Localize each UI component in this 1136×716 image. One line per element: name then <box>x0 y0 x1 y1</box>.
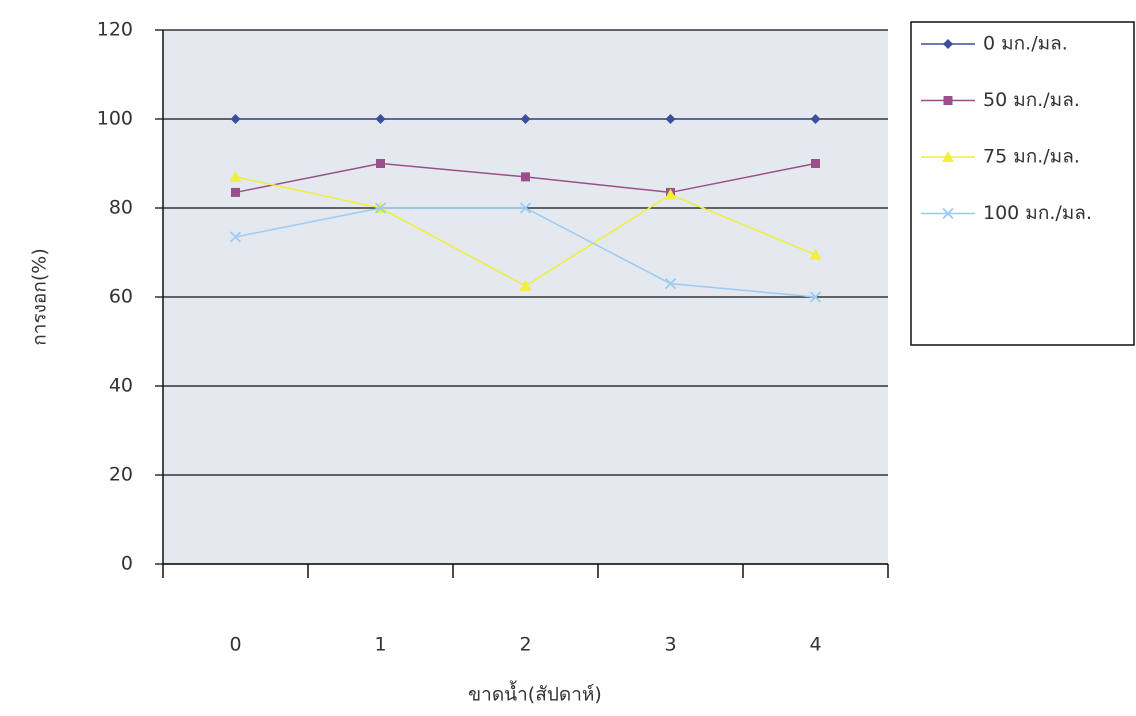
y-tick-label: 20 <box>109 464 133 486</box>
legend-label: 100 มก./มล. <box>983 202 1092 224</box>
x-tick-label: 3 <box>664 634 676 656</box>
y-tick-label: 60 <box>109 286 133 308</box>
data-point <box>665 114 676 124</box>
data-point <box>521 172 530 182</box>
data-point <box>374 202 387 214</box>
data-point <box>811 159 820 168</box>
legend-marker <box>943 39 953 49</box>
x-tick-label: 2 <box>519 634 531 656</box>
legend-marker <box>942 151 954 162</box>
data-point <box>230 114 241 124</box>
y-tick-label: 120 <box>97 19 133 41</box>
data-point <box>376 159 385 168</box>
x-tick-label: 1 <box>374 634 386 656</box>
data-point <box>519 202 532 214</box>
data-point <box>664 278 677 290</box>
legend-label: 75 มก./มล. <box>983 146 1080 168</box>
data-point <box>519 279 532 291</box>
legend-marker <box>943 96 953 105</box>
data-point <box>229 231 242 243</box>
data-point <box>664 188 677 200</box>
data-point <box>375 114 386 124</box>
legend-box <box>910 21 1135 346</box>
data-point <box>810 114 821 124</box>
data-point <box>229 170 242 182</box>
data-point <box>520 114 531 124</box>
x-tick-label: 4 <box>809 634 821 656</box>
x-tick-label: 0 <box>229 634 241 656</box>
legend-label: 50 มก./มล. <box>983 89 1080 111</box>
x-axis-title: ขาดน้ำ(สัปดาห์) <box>468 681 602 706</box>
legend-marker <box>942 207 954 220</box>
data-point <box>809 291 822 303</box>
data-point <box>231 187 240 197</box>
y-tick-label: 80 <box>109 197 133 219</box>
y-tick-label: 0 <box>121 553 133 575</box>
y-axis-title: การงอก(%) <box>29 248 51 345</box>
data-point <box>809 248 822 260</box>
legend-label: 0 มก./มล. <box>983 33 1068 55</box>
y-tick-label: 100 <box>97 108 133 130</box>
y-tick-label: 40 <box>109 375 133 397</box>
